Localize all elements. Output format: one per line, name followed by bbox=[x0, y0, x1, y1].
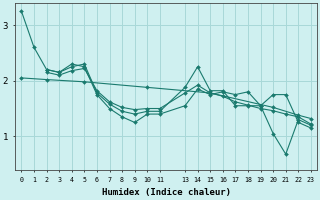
X-axis label: Humidex (Indice chaleur): Humidex (Indice chaleur) bbox=[102, 188, 231, 197]
